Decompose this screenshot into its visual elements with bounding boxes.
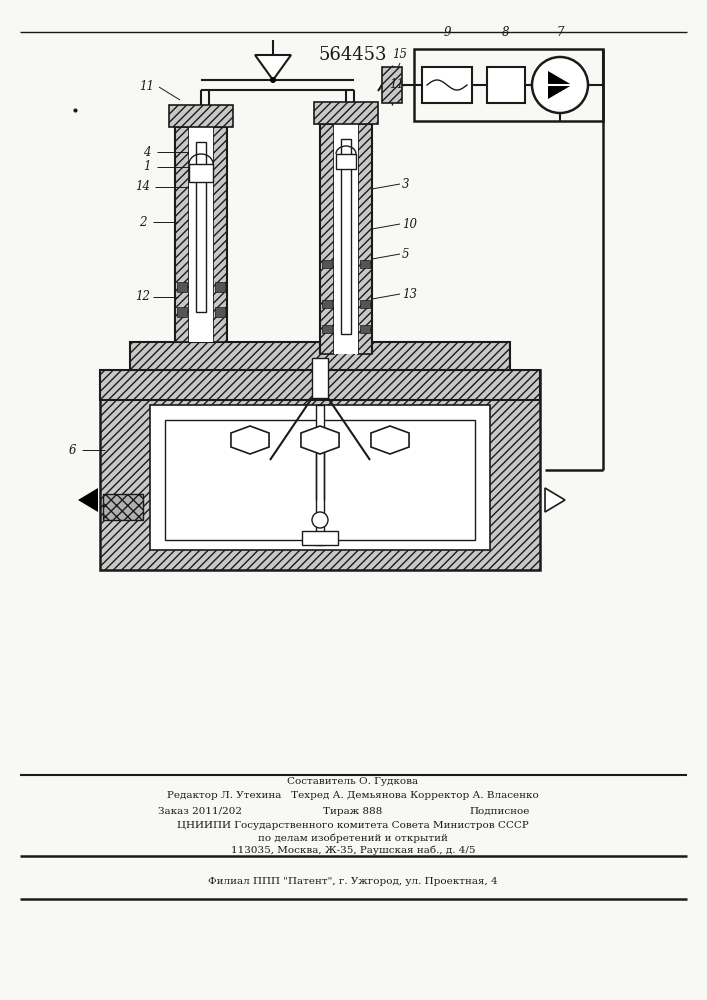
Bar [322,325,332,333]
Bar [360,260,370,268]
Text: 14: 14 [136,180,151,194]
Text: 8: 8 [502,26,510,39]
Text: 10: 10 [402,218,417,231]
Bar [314,102,378,124]
Bar [177,307,187,317]
Bar [215,282,225,292]
Bar [189,127,213,342]
Text: 3: 3 [402,178,409,190]
Bar [336,154,356,169]
Text: Редактор Л. Утехина   Техред А. Демьянова Корректор А. Власенко: Редактор Л. Утехина Техред А. Демьянова … [167,792,539,800]
Text: 9: 9 [443,26,451,39]
Bar [165,420,475,540]
Bar [100,370,540,400]
Text: 5: 5 [402,247,409,260]
Bar [189,164,213,182]
Bar [414,49,603,121]
Bar [175,127,189,342]
Bar [360,300,370,308]
Polygon shape [301,426,339,454]
Bar [322,300,332,308]
Bar [316,405,324,545]
Text: 11: 11 [139,81,155,94]
Text: 4: 4 [144,145,151,158]
Bar [177,282,187,292]
Text: 6: 6 [69,444,76,456]
Bar [312,358,328,398]
Bar [302,531,338,545]
Bar [169,105,233,127]
Bar [358,124,372,354]
Circle shape [270,77,276,83]
Text: 13: 13 [402,288,417,300]
Text: 7: 7 [556,26,563,39]
Bar [320,124,334,354]
Bar [150,405,490,550]
Bar [382,67,402,103]
Bar [360,325,370,333]
Text: 564453: 564453 [319,46,387,64]
Bar [215,307,225,317]
Text: Подписное: Подписное [470,806,530,816]
Bar [196,142,206,312]
Polygon shape [231,426,269,454]
Polygon shape [545,488,565,512]
Bar [103,494,143,520]
Bar [130,342,510,370]
Text: 11: 11 [390,78,404,91]
Text: по делам изобретений и открытий: по делам изобретений и открытий [258,833,448,843]
Text: 1: 1 [144,160,151,174]
Polygon shape [548,71,572,89]
Text: 113035, Москва, Ж-35, Раушская наб., д. 4/5: 113035, Москва, Ж-35, Раушская наб., д. … [230,845,475,855]
Circle shape [312,512,328,528]
Text: 2: 2 [139,216,147,229]
Polygon shape [548,81,572,99]
Text: Тираж 888: Тираж 888 [323,806,382,816]
Text: Составитель О. Гудкова: Составитель О. Гудкова [288,778,419,786]
Text: 12: 12 [136,290,151,304]
Bar [100,370,540,570]
Bar [322,260,332,268]
Polygon shape [255,55,291,80]
Text: Филиал ППП "Патент", г. Ужгород, ул. Проектная, 4: Филиал ППП "Патент", г. Ужгород, ул. Про… [208,878,498,886]
Text: ЦНИИПИ Государственного комитета Совета Министров СССР: ЦНИИПИ Государственного комитета Совета … [177,822,529,830]
Bar [334,124,358,354]
Bar [422,67,472,103]
Circle shape [532,57,588,113]
Polygon shape [78,488,98,512]
Text: Заказ 2011/202: Заказ 2011/202 [158,806,242,816]
Text: 15: 15 [392,48,407,62]
Polygon shape [371,426,409,454]
Bar [341,139,351,334]
Bar [487,67,525,103]
Bar [213,127,227,342]
